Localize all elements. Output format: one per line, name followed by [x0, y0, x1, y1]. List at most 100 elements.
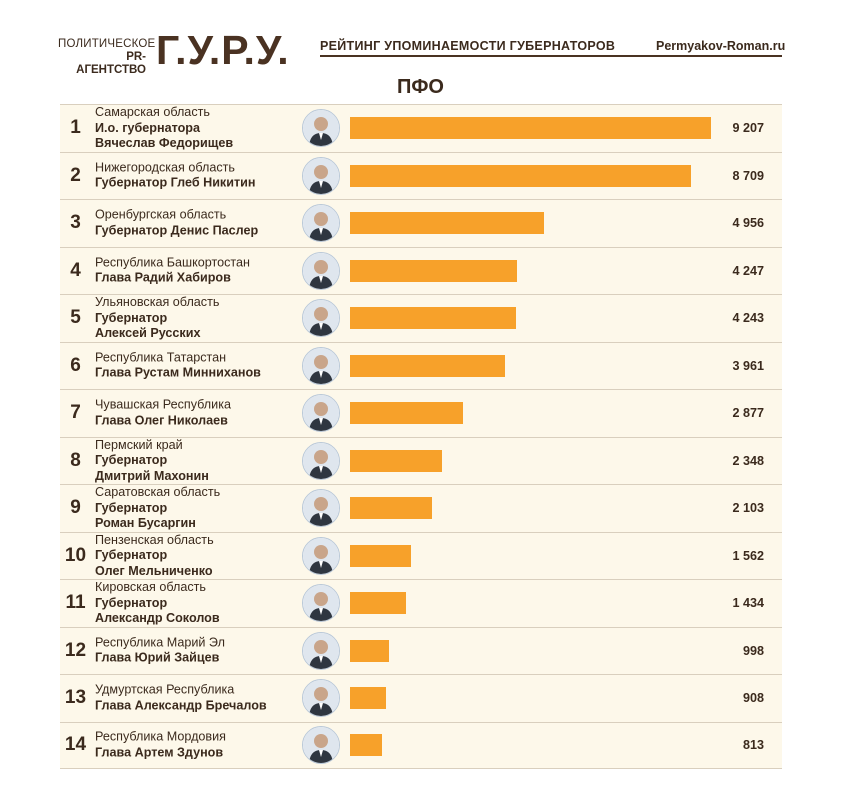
rank-number: 3 [70, 212, 81, 234]
avatar [302, 489, 340, 528]
governor-info: Чувашская Республика Глава Олег Николаев [95, 398, 231, 429]
governor-name: Глава Рустам Минниханов [95, 365, 261, 380]
governor-info: Удмуртская Республика Глава Александр Бре… [95, 683, 267, 714]
bar [350, 259, 517, 282]
logo-line-2: PR-АГЕНТСТВО [76, 51, 146, 76]
avatar [302, 109, 340, 148]
region-name: Республика Башкортостан [95, 255, 250, 270]
chart-title: ПФО [396, 76, 444, 98]
avatar [302, 156, 340, 195]
table-row: 2 Нижегородская область Губернатор Глеб Ни… [60, 151, 782, 199]
bar [350, 117, 711, 140]
table-row: 3 Оренбургская область Губернатор Денис Па… [60, 199, 782, 247]
person-icon [303, 680, 339, 717]
table-row: 6 Республика Татарстан Глава Рустам Минних… [60, 341, 782, 389]
region-name: Ульяновская область [95, 295, 220, 309]
person-icon [303, 632, 339, 669]
rank-number: 10 [64, 544, 87, 566]
governor-name: Глава Александр Бречалов [95, 698, 267, 713]
table-row: 8 Пермский край Губернатор Дмитрий Махонин… [60, 436, 782, 485]
region-name: Республика Татарстан [95, 350, 227, 365]
rank-number: 11 [65, 592, 86, 614]
value-label: 4 247 [732, 263, 764, 278]
governor-info: Нижегородская область Губернатор Глеб Ник… [95, 160, 256, 191]
value-label: 3 961 [732, 358, 764, 373]
rank-number: 14 [64, 734, 87, 756]
value-label: 908 [742, 691, 764, 706]
value-label: 8 709 [732, 168, 764, 183]
avatar [302, 346, 340, 385]
governor-info: Пермский край Губернатор Дмитрий Махонин [95, 438, 209, 485]
table-row: 7 Чувашская Республика Глава Олег Николаев… [60, 389, 782, 437]
governor-name: Глава Радий Хабиров [95, 270, 231, 285]
rating-title: РЕЙТИНГ УПОМИНАЕМОСТИ ГУБЕРНАТОРОВ [320, 39, 616, 53]
region-name: Самарская область [95, 105, 210, 119]
governor-name: Губернатор Глеб Никитин [95, 175, 256, 190]
guru-logo: Г.У.Р.У. [156, 27, 290, 73]
governor-info: Республика Татарстан Глава Рустам Минниха… [95, 350, 261, 381]
avatar [302, 299, 340, 338]
governor-name: И.о. губернатора Вячеслав Федорищев [95, 120, 234, 151]
person-icon [303, 110, 339, 147]
rank-number: 5 [70, 307, 81, 329]
region-name: Пензенская область [95, 532, 214, 547]
avatar [302, 204, 340, 243]
bar [350, 639, 390, 662]
table-row: 10 Пензенская область Губернатор Олег Мель… [60, 531, 782, 579]
avatar [302, 631, 340, 670]
rank-number: 12 [64, 639, 87, 661]
person-icon [303, 585, 339, 622]
governor-name: Губернатор Алексей Русских [95, 310, 201, 341]
person-icon [303, 347, 339, 384]
table-row: 13 Удмуртская Республика Глава Александр Б… [60, 674, 782, 722]
avatar [302, 679, 340, 718]
rank-number: 1 [70, 117, 81, 139]
avatar [302, 441, 340, 480]
governor-name: Губернатор Денис Паслер [95, 223, 259, 238]
governor-info: Саратовская область Губернатор Роман Буса… [95, 485, 220, 532]
region-name: Удмуртская Республика [95, 682, 235, 697]
region-name: Кировская область [95, 580, 206, 594]
governor-info: Республика Мордовия Глава Артем Здунов [95, 730, 226, 761]
agency-logo-text: ПОЛИТИЧЕСКОЕ PR-АГЕНТСТВО [58, 38, 156, 77]
governor-name: Глава Артем Здунов [95, 745, 224, 760]
bar [350, 687, 386, 710]
bar [350, 497, 433, 520]
bar [350, 449, 443, 472]
bar [350, 307, 517, 330]
table-row: 4 Республика Башкортостан Глава Радий Хаби… [60, 246, 782, 294]
bar [350, 402, 463, 425]
person-icon [303, 205, 339, 242]
table-row: 9 Саратовская область Губернатор Роман Бус… [60, 484, 782, 532]
table-row: 5 Ульяновская область Губернатор Алексей Р… [60, 294, 782, 342]
avatar [302, 394, 340, 433]
person-icon [303, 490, 339, 527]
site-url: Permyakov-Roman.ru [656, 39, 786, 53]
person-icon [303, 442, 339, 479]
person-icon [303, 727, 339, 764]
avatar [302, 584, 340, 623]
governor-name: Глава Олег Николаев [95, 413, 228, 428]
region-name: Пермский край [95, 437, 183, 452]
person-icon [303, 300, 339, 337]
value-label: 1 434 [732, 596, 764, 611]
region-name: Республика Марий Эл [95, 635, 225, 650]
rank-number: 6 [70, 354, 81, 376]
governor-info: Ульяновская область Губернатор Алексей Ру… [95, 295, 219, 342]
governor-name: Глава Юрий Зайцев [95, 650, 220, 665]
avatar [302, 251, 340, 290]
value-label: 4 956 [732, 216, 764, 231]
rank-number: 9 [70, 497, 81, 519]
table-row: 12 Республика Марий Эл Глава Юрий Зайцев 99… [60, 626, 782, 674]
header: ПОЛИТИЧЕСКОЕ PR-АГЕНТСТВО Г.У.Р.У. РЕЙТИ… [0, 0, 841, 80]
governor-name: Губернатор Александр Соколов [95, 595, 220, 626]
region-name: Республика Мордовия [95, 729, 226, 744]
governor-name: Губернатор Роман Бусаргин [95, 500, 196, 531]
value-label: 4 243 [732, 311, 764, 326]
table-row: 11 Кировская область Губернатор Александр … [60, 579, 782, 627]
logo-line-1: ПОЛИТИЧЕСКОЕ [58, 38, 156, 50]
bar [350, 354, 506, 377]
bar [350, 164, 692, 187]
value-label: 813 [742, 738, 764, 753]
region-name: Оренбургская область [95, 207, 227, 222]
